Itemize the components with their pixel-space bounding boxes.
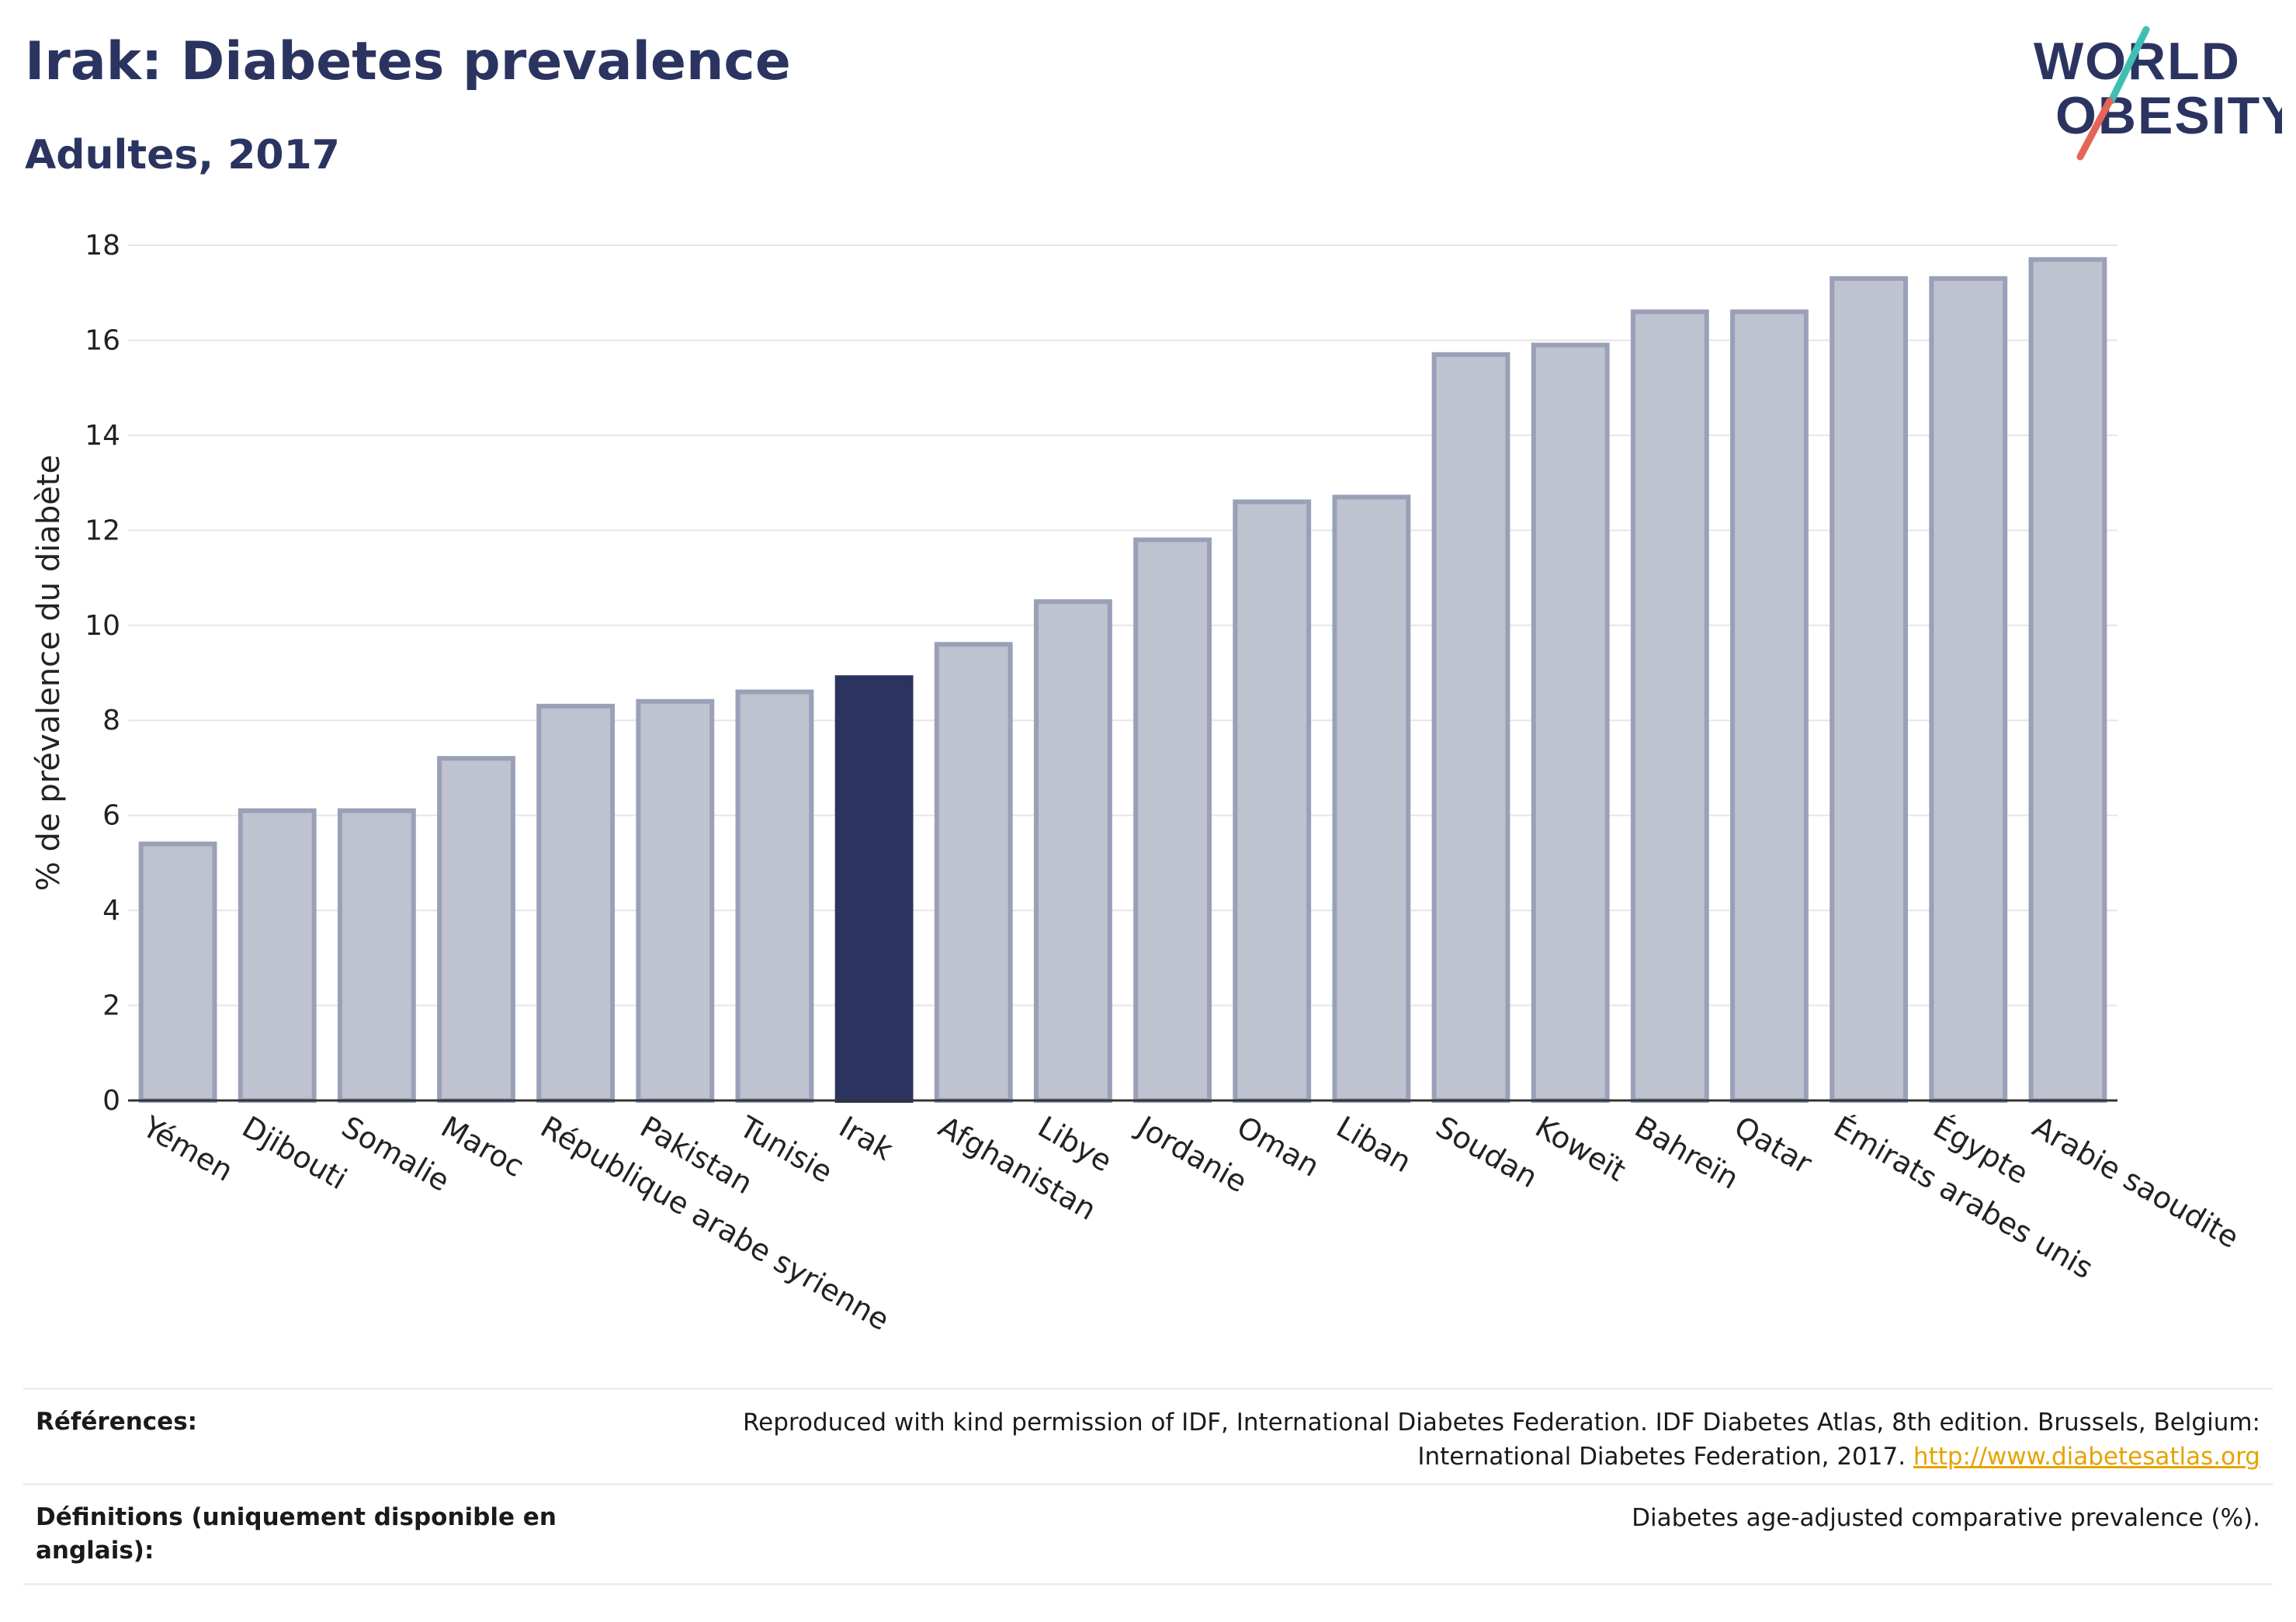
- logo-slash-coral: [2076, 97, 2114, 161]
- bar: [636, 698, 715, 1103]
- x-tick-label: Irak: [834, 1110, 899, 1167]
- x-tick-label: Somalie: [336, 1110, 456, 1198]
- x-tick-label: Liban: [1330, 1110, 1417, 1180]
- divider: [23, 1388, 2273, 1390]
- bar: [337, 808, 416, 1103]
- x-tick-label: Djibouti: [237, 1110, 353, 1197]
- x-tick-label: Koweït: [1530, 1110, 1632, 1188]
- bar: [1929, 276, 2008, 1103]
- bar: [238, 808, 317, 1103]
- y-tick-label: 10: [85, 610, 120, 642]
- divider: [23, 1483, 2273, 1485]
- bar: [138, 841, 217, 1104]
- world-obesity-logo: WORLD OBESITY: [2034, 26, 2282, 161]
- y-tick-label: 12: [85, 515, 120, 546]
- references-row: Références: Reproduced with kind permiss…: [23, 1390, 2273, 1483]
- definitions-label: Définitions (uniquement disponible en an…: [36, 1503, 557, 1565]
- bar: [1332, 494, 1411, 1103]
- y-tick-label: 18: [85, 230, 120, 262]
- x-tick-label: Yémen: [137, 1109, 239, 1188]
- bar: [1531, 342, 1610, 1104]
- bar: [437, 756, 515, 1103]
- references-text: Reproduced with kind permission of IDF, …: [692, 1405, 2260, 1471]
- bar-highlighted: [834, 675, 914, 1103]
- bar: [934, 642, 1013, 1103]
- y-tick-label: 2: [102, 990, 120, 1022]
- definitions-text: Diabetes age-adjusted comparative preval…: [1632, 1504, 2260, 1532]
- y-tick-label: 4: [102, 895, 120, 927]
- diabetes-atlas-link[interactable]: http://www.diabetesatlas.org: [1913, 1443, 2260, 1471]
- bar: [1730, 309, 1809, 1103]
- x-tick-label: République arabe syrienne: [535, 1110, 895, 1337]
- bar: [1133, 537, 1212, 1103]
- bar: [1233, 499, 1312, 1103]
- bar: [1431, 352, 1510, 1103]
- page-subtitle: Adultes, 2017: [25, 132, 340, 178]
- references-line1: Reproduced with kind permission of IDF, …: [743, 1409, 2260, 1437]
- page-title: Irak: Diabetes prevalence: [25, 31, 791, 92]
- references-label: Références:: [36, 1408, 198, 1436]
- bar: [1034, 599, 1112, 1103]
- y-tick-label: 8: [102, 705, 120, 736]
- bar: [2028, 257, 2107, 1103]
- definitions-row: Définitions (uniquement disponible en an…: [23, 1485, 2273, 1583]
- x-tick-label: Jordanie: [1130, 1109, 1253, 1200]
- x-tick-label: Soudan: [1431, 1110, 1544, 1195]
- bar: [1630, 309, 1709, 1103]
- logo-slash-teal: [2107, 26, 2150, 105]
- y-tick-label: 0: [102, 1085, 120, 1117]
- references-table: Références: Reproduced with kind permiss…: [23, 1388, 2273, 1586]
- y-tick-label: 14: [85, 420, 120, 452]
- y-axis-label: % de prévalence du diabète: [31, 455, 67, 891]
- divider: [23, 1583, 2273, 1586]
- references-line2: International Diabetes Federation, 2017.: [1417, 1443, 1913, 1471]
- bar: [1830, 276, 1909, 1103]
- bar: [735, 689, 814, 1103]
- y-tick-label: 6: [102, 800, 120, 832]
- bar-chart: 0 2 4 6 8 10 12 14 16 18 % de prévalence du diabèt…: [31, 230, 2245, 1337]
- y-tick-label: 16: [85, 324, 120, 356]
- bar: [536, 703, 616, 1103]
- x-tick-label: Bahreïn: [1629, 1110, 1745, 1196]
